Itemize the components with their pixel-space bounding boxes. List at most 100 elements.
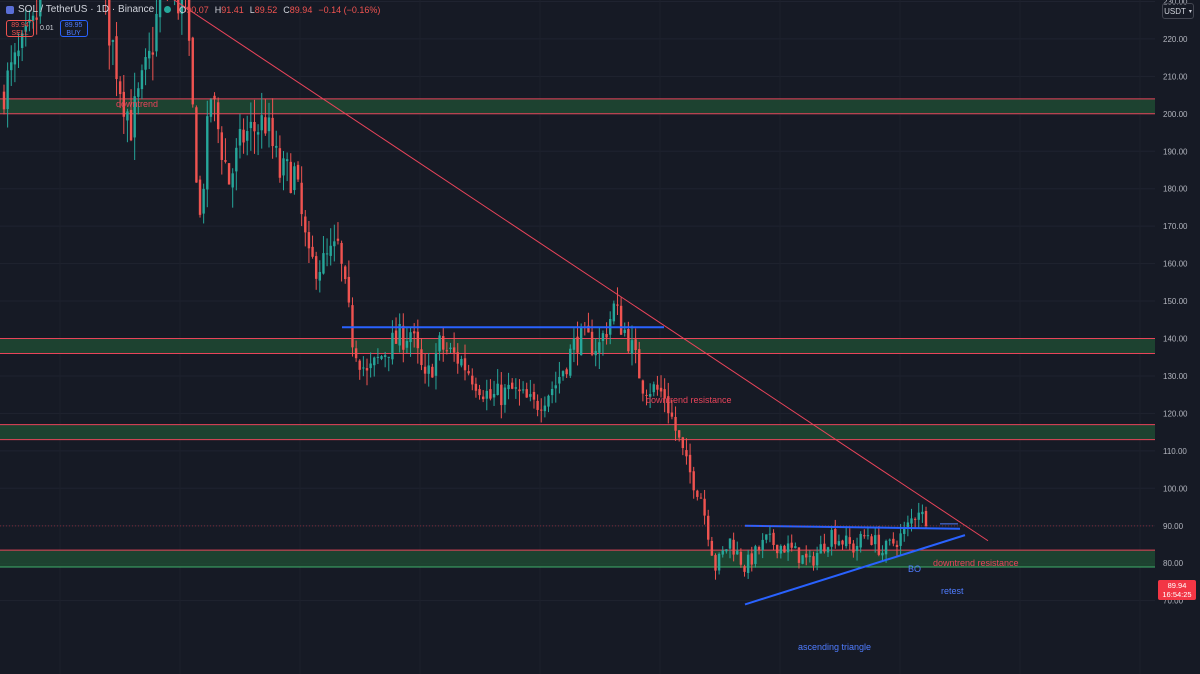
candle-body — [641, 380, 645, 394]
candle-body — [659, 387, 663, 392]
candle-body — [826, 547, 830, 553]
candle-body — [354, 348, 358, 359]
candle-body — [285, 159, 289, 162]
candle-body — [823, 543, 826, 552]
candle-body — [224, 160, 227, 162]
candle-body — [870, 536, 873, 545]
price-tick-label: 70.00 — [1163, 597, 1184, 606]
ohlc-open: O90.07 — [179, 5, 209, 15]
ohlc-high-value: 91.41 — [221, 4, 244, 15]
candle-body — [532, 391, 536, 400]
buy-button[interactable]: 89.95 BUY — [59, 20, 88, 37]
candle-body — [449, 347, 452, 350]
downtrend-label: downtrend — [116, 99, 158, 109]
candle-body — [540, 409, 543, 411]
candle-body — [231, 173, 234, 188]
symbol-title[interactable]: SOL / TetherUS · 1D · Binance — [18, 4, 155, 15]
price-tick-label: 170.00 — [1163, 222, 1188, 231]
candle-body — [177, 0, 180, 14]
ohlc-low: L89.52 — [250, 5, 278, 15]
ohlc-values: O90.07 H91.41 L89.52 C89.94 −0.14 (−0.16… — [179, 5, 380, 15]
candle-body — [24, 26, 27, 32]
candle-body — [761, 539, 764, 550]
candle-body — [474, 383, 478, 391]
candle-body — [485, 390, 488, 399]
candle-body — [757, 546, 761, 551]
candle-body — [481, 396, 485, 400]
candle-body — [899, 533, 902, 546]
candle-body — [881, 552, 884, 556]
price-tick-label: 210.00 — [1163, 72, 1188, 81]
candle-body — [812, 556, 815, 566]
sell-button[interactable]: 89.94 SELL — [6, 20, 34, 37]
candle-body — [859, 533, 862, 548]
candle-body — [543, 405, 547, 412]
price-tick-label: 100.00 — [1163, 484, 1188, 493]
last-price-badge: 89.94 16:54:25 — [1158, 580, 1196, 600]
candle-body — [670, 412, 674, 417]
candle-body — [598, 342, 601, 353]
candle-body — [884, 540, 888, 555]
candle-body — [688, 454, 692, 473]
chart-header: SOL / TetherUS · 1D · Binance O90.07 H91… — [6, 4, 380, 15]
candle-body — [238, 128, 242, 146]
candle-body — [579, 326, 583, 356]
candle-body — [442, 336, 445, 350]
zone-fill — [0, 550, 1155, 567]
candle-body — [496, 383, 499, 395]
candle-body — [616, 304, 619, 306]
price-tick-label: 200.00 — [1163, 110, 1188, 119]
candle-body — [122, 91, 125, 117]
candle-body — [35, 17, 38, 20]
candle-body — [394, 330, 398, 344]
candle-body — [525, 389, 528, 398]
candle-body — [569, 348, 572, 376]
candle-body — [866, 535, 870, 537]
candle-body — [855, 545, 859, 551]
candle-body — [601, 333, 605, 341]
candle-body — [456, 352, 459, 364]
candle-body — [405, 340, 409, 348]
downtrend-resistance-label-1: downtrend resistance — [646, 395, 732, 405]
candle-body — [376, 356, 380, 358]
candle-body — [590, 331, 594, 355]
ohlc-low-label: L — [249, 4, 255, 15]
candle-body — [387, 356, 390, 358]
candle-body — [307, 232, 311, 249]
candle-body — [380, 356, 383, 359]
candle-body — [351, 305, 354, 348]
candle-body — [797, 547, 801, 563]
candle-body — [365, 368, 369, 371]
candle-body — [31, 15, 35, 21]
candle-body — [500, 384, 503, 406]
candle-body — [819, 544, 822, 554]
support-resistance-zones — [0, 98, 1155, 568]
candle-body — [471, 375, 474, 385]
candle-body — [768, 533, 772, 535]
candle-body — [746, 554, 750, 573]
candle-body — [648, 393, 652, 397]
candle-body — [841, 540, 844, 545]
candle-body — [518, 389, 521, 392]
price-axis: 70.00 80.00 90.00 100.00 110.00 120.00 130.00 1… — [1163, 0, 1188, 606]
candle-body — [318, 271, 322, 281]
candle-body — [830, 530, 833, 547]
candle-body — [108, 0, 111, 46]
candle-body — [619, 305, 623, 335]
candle-body — [235, 147, 238, 172]
candle-body — [296, 164, 300, 180]
candle-body — [750, 553, 753, 565]
candle-body — [529, 394, 532, 397]
candle-body — [409, 332, 412, 343]
candle-body — [340, 242, 343, 264]
candle-body — [383, 355, 387, 357]
candle-body — [140, 70, 144, 90]
retest-label: retest — [941, 586, 964, 596]
currency-selector[interactable]: USDT ▾ — [1162, 3, 1194, 19]
candle-body — [612, 303, 616, 322]
ohlc-high-label: H — [214, 4, 222, 15]
candle-body — [13, 52, 17, 65]
candle-body — [903, 528, 906, 534]
candle-body — [202, 188, 205, 214]
